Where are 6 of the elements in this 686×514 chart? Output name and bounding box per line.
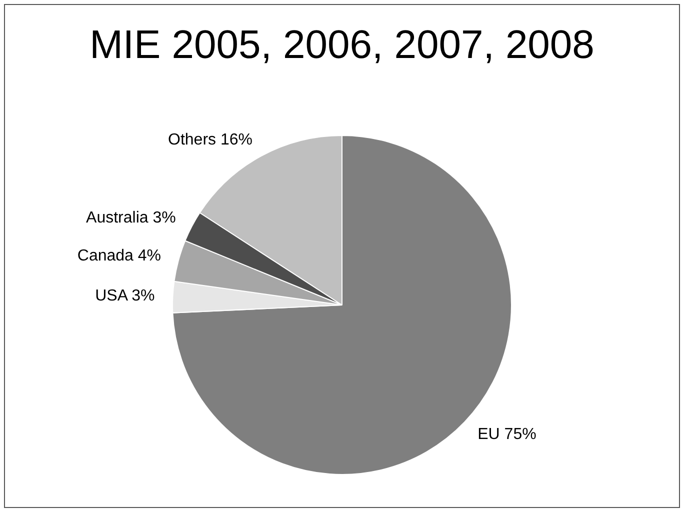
slice-label: Australia 3% [86,209,176,226]
slice-label: USA 3% [95,288,155,305]
slice-label: Others 16% [168,132,252,149]
slice-label: EU 75% [478,426,536,443]
slice-label: Canada 4% [77,247,162,264]
chart-title: MIE 2005, 2006, 2007, 2008 [88,23,596,68]
